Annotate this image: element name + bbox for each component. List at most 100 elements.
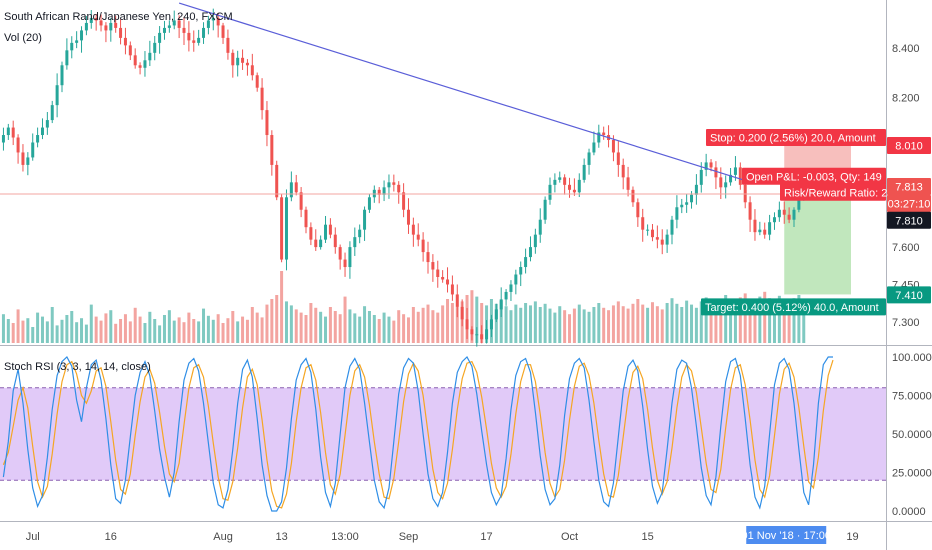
price-axis-tick: 7.300 <box>892 317 920 329</box>
rsi-axis-tick: 75.0000 <box>892 391 932 403</box>
volume-bar <box>753 302 757 343</box>
volume-bar <box>255 312 259 343</box>
volume-bar <box>26 318 30 343</box>
volume-bar <box>758 296 762 343</box>
overbought-oversold-band <box>0 387 886 481</box>
candle-body <box>611 140 615 153</box>
volume-bar <box>514 304 518 343</box>
volume-bar <box>65 315 69 343</box>
drawings[interactable] <box>0 2 886 195</box>
volume-bar <box>709 303 713 343</box>
candle-body <box>40 127 44 136</box>
volume-bar <box>724 295 728 343</box>
candle-body <box>499 299 503 310</box>
current-price-tag-box[interactable] <box>887 178 931 196</box>
volume-bar <box>55 325 59 343</box>
candle-body <box>338 247 342 260</box>
bar-countdown-tag-box[interactable] <box>887 195 931 213</box>
volume-bar <box>665 303 669 343</box>
volume-bar <box>719 299 723 343</box>
candle-body <box>568 184 572 190</box>
volume-bar <box>231 311 235 343</box>
candle-body <box>6 127 10 136</box>
volume-bar <box>304 315 308 343</box>
volume-bar <box>280 271 284 343</box>
candle-body <box>324 224 328 240</box>
stop-text-box[interactable] <box>706 128 886 146</box>
volume-bar <box>143 323 147 343</box>
candle-body <box>753 219 757 233</box>
candle-body <box>514 274 518 285</box>
current-time-tag[interactable] <box>746 526 827 544</box>
candle-body <box>548 184 552 200</box>
candle-body <box>431 262 435 270</box>
time-axis-tick: Aug <box>213 531 233 543</box>
candle-body <box>236 57 240 66</box>
candle-body <box>772 217 776 223</box>
stoch-rsi-label[interactable]: Stoch RSI (3, 3, 14, 14, close) <box>4 361 151 373</box>
candle-body <box>319 239 323 248</box>
volume-bar <box>99 320 103 343</box>
chart-title[interactable]: South African Rand/Japanese Yen, 240, FX… <box>4 11 233 23</box>
candle-body <box>392 182 396 185</box>
candle-body <box>226 37 230 53</box>
volume-bar <box>480 303 484 343</box>
stoch-rsi-k-line <box>2 356 833 512</box>
candle-body <box>558 177 562 180</box>
volume-bar <box>538 307 542 343</box>
volume-bar <box>60 319 64 343</box>
target-price-tag: 7.410 <box>895 290 923 302</box>
time-axis-tick: 17 <box>480 531 492 543</box>
volume-bar <box>153 319 157 343</box>
volume-bar <box>216 314 220 343</box>
volume-bar <box>743 293 747 343</box>
trend-line[interactable] <box>178 2 756 185</box>
candle-body <box>387 182 391 188</box>
candle-body <box>104 25 108 31</box>
candle-body <box>36 135 40 143</box>
target-price-tag-box[interactable] <box>887 286 931 304</box>
axes[interactable]: 8.4008.2008.0007.8007.6007.4507.300100.0… <box>26 43 932 544</box>
candle-body <box>519 267 523 275</box>
volume-bar <box>597 303 601 343</box>
volume-bar <box>133 307 137 343</box>
stop-price-tag-box[interactable] <box>887 136 931 154</box>
volume-bar <box>587 311 591 343</box>
candle-body <box>709 162 713 168</box>
volume-bar <box>646 307 650 343</box>
candle-body <box>470 329 474 335</box>
candle-body <box>646 229 650 231</box>
candle-body <box>665 234 669 245</box>
candle-body <box>367 197 371 210</box>
volume-bar <box>236 321 240 343</box>
risk-reward-text-box[interactable] <box>780 183 886 201</box>
candle-body <box>187 32 191 41</box>
candle-body <box>485 329 489 340</box>
price-tags[interactable]: Stop: 0.200 (2.56%) 20.0, Amount 8.010 Tar… <box>701 128 931 316</box>
target-text: Target: 0.400 (5.12%) 40.0, Amount <box>705 302 879 314</box>
time-axis-tick: 16 <box>105 531 117 543</box>
last-value-tag-box[interactable] <box>887 211 931 229</box>
volume-bar <box>641 304 645 343</box>
candle-body <box>348 247 352 268</box>
candle-body <box>148 52 152 61</box>
volume-bar <box>348 309 352 343</box>
target-text-box[interactable] <box>701 298 886 316</box>
volume-bar <box>787 303 791 343</box>
open-pnl-text-box[interactable] <box>742 167 886 185</box>
candle-body <box>328 224 332 235</box>
rsi-axis-tick: 0.0000 <box>892 506 926 518</box>
volume-bar <box>206 315 210 343</box>
volume-indicator-label[interactable]: Vol (20) <box>4 32 42 44</box>
candle-body <box>538 219 542 235</box>
volume-bar <box>660 309 664 343</box>
volume-bar <box>36 312 40 343</box>
volume-bar <box>75 322 79 343</box>
volume-bar <box>270 299 274 343</box>
bar-countdown-tag: 03:27:10 <box>888 199 931 211</box>
stop-price-tag: 8.010 <box>895 140 923 152</box>
volume-bar <box>602 307 606 343</box>
volume-bar <box>324 316 328 343</box>
candle-body <box>616 152 620 165</box>
